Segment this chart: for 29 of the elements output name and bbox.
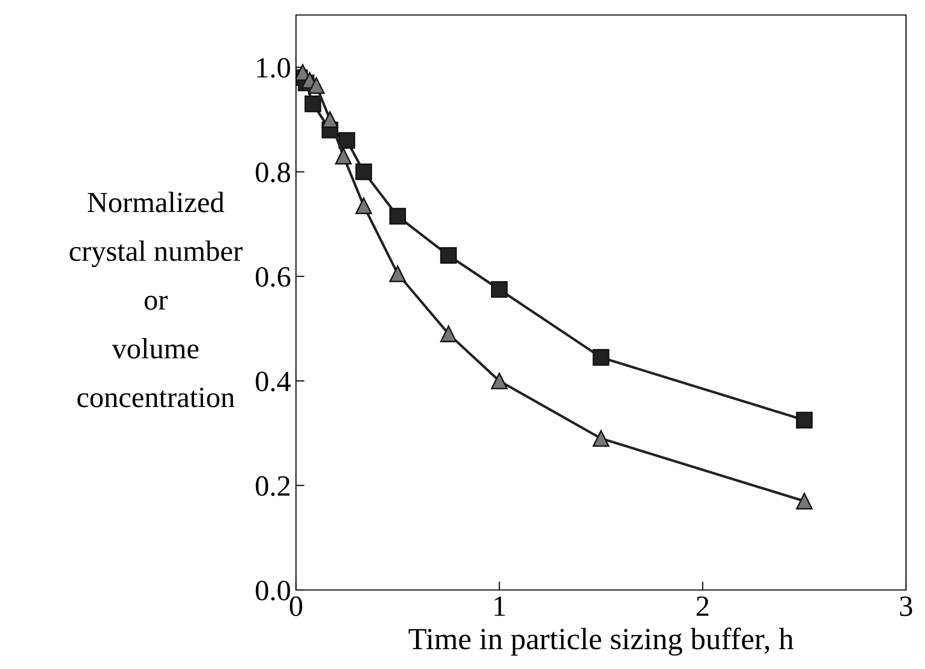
point (491, 372, 508, 390)
point (304, 96, 322, 112)
x-axis-title: Time in particle sizing buffer, h (408, 628, 794, 656)
point (491, 281, 508, 298)
y-tick-label: 0.6 (256, 267, 290, 287)
y-tick-label: 0.0 (256, 580, 290, 601)
y-tick-label: 0.4 (256, 372, 291, 392)
x-tick-label: 1 (494, 596, 505, 616)
point (355, 163, 372, 180)
point (592, 349, 610, 366)
point (592, 430, 610, 447)
point (308, 77, 325, 94)
point (389, 265, 406, 282)
y-tick-label: 0.8 (256, 162, 290, 182)
point (440, 247, 457, 264)
point (440, 326, 457, 342)
point (338, 132, 356, 149)
y-axis-title: Normalized crystal number or volume concentration (70, 192, 243, 408)
point (796, 492, 813, 510)
x-tick-label: 2 (696, 596, 708, 616)
point (389, 208, 406, 225)
y-tick-label: 1.0 (257, 58, 290, 78)
x-tick-label: 3 (900, 596, 912, 616)
x-tick-label: 0 (290, 596, 302, 616)
point (355, 197, 372, 214)
point (335, 148, 352, 164)
y-tick-label: 0.2 (256, 476, 290, 496)
point (796, 412, 813, 428)
point (322, 111, 338, 128)
